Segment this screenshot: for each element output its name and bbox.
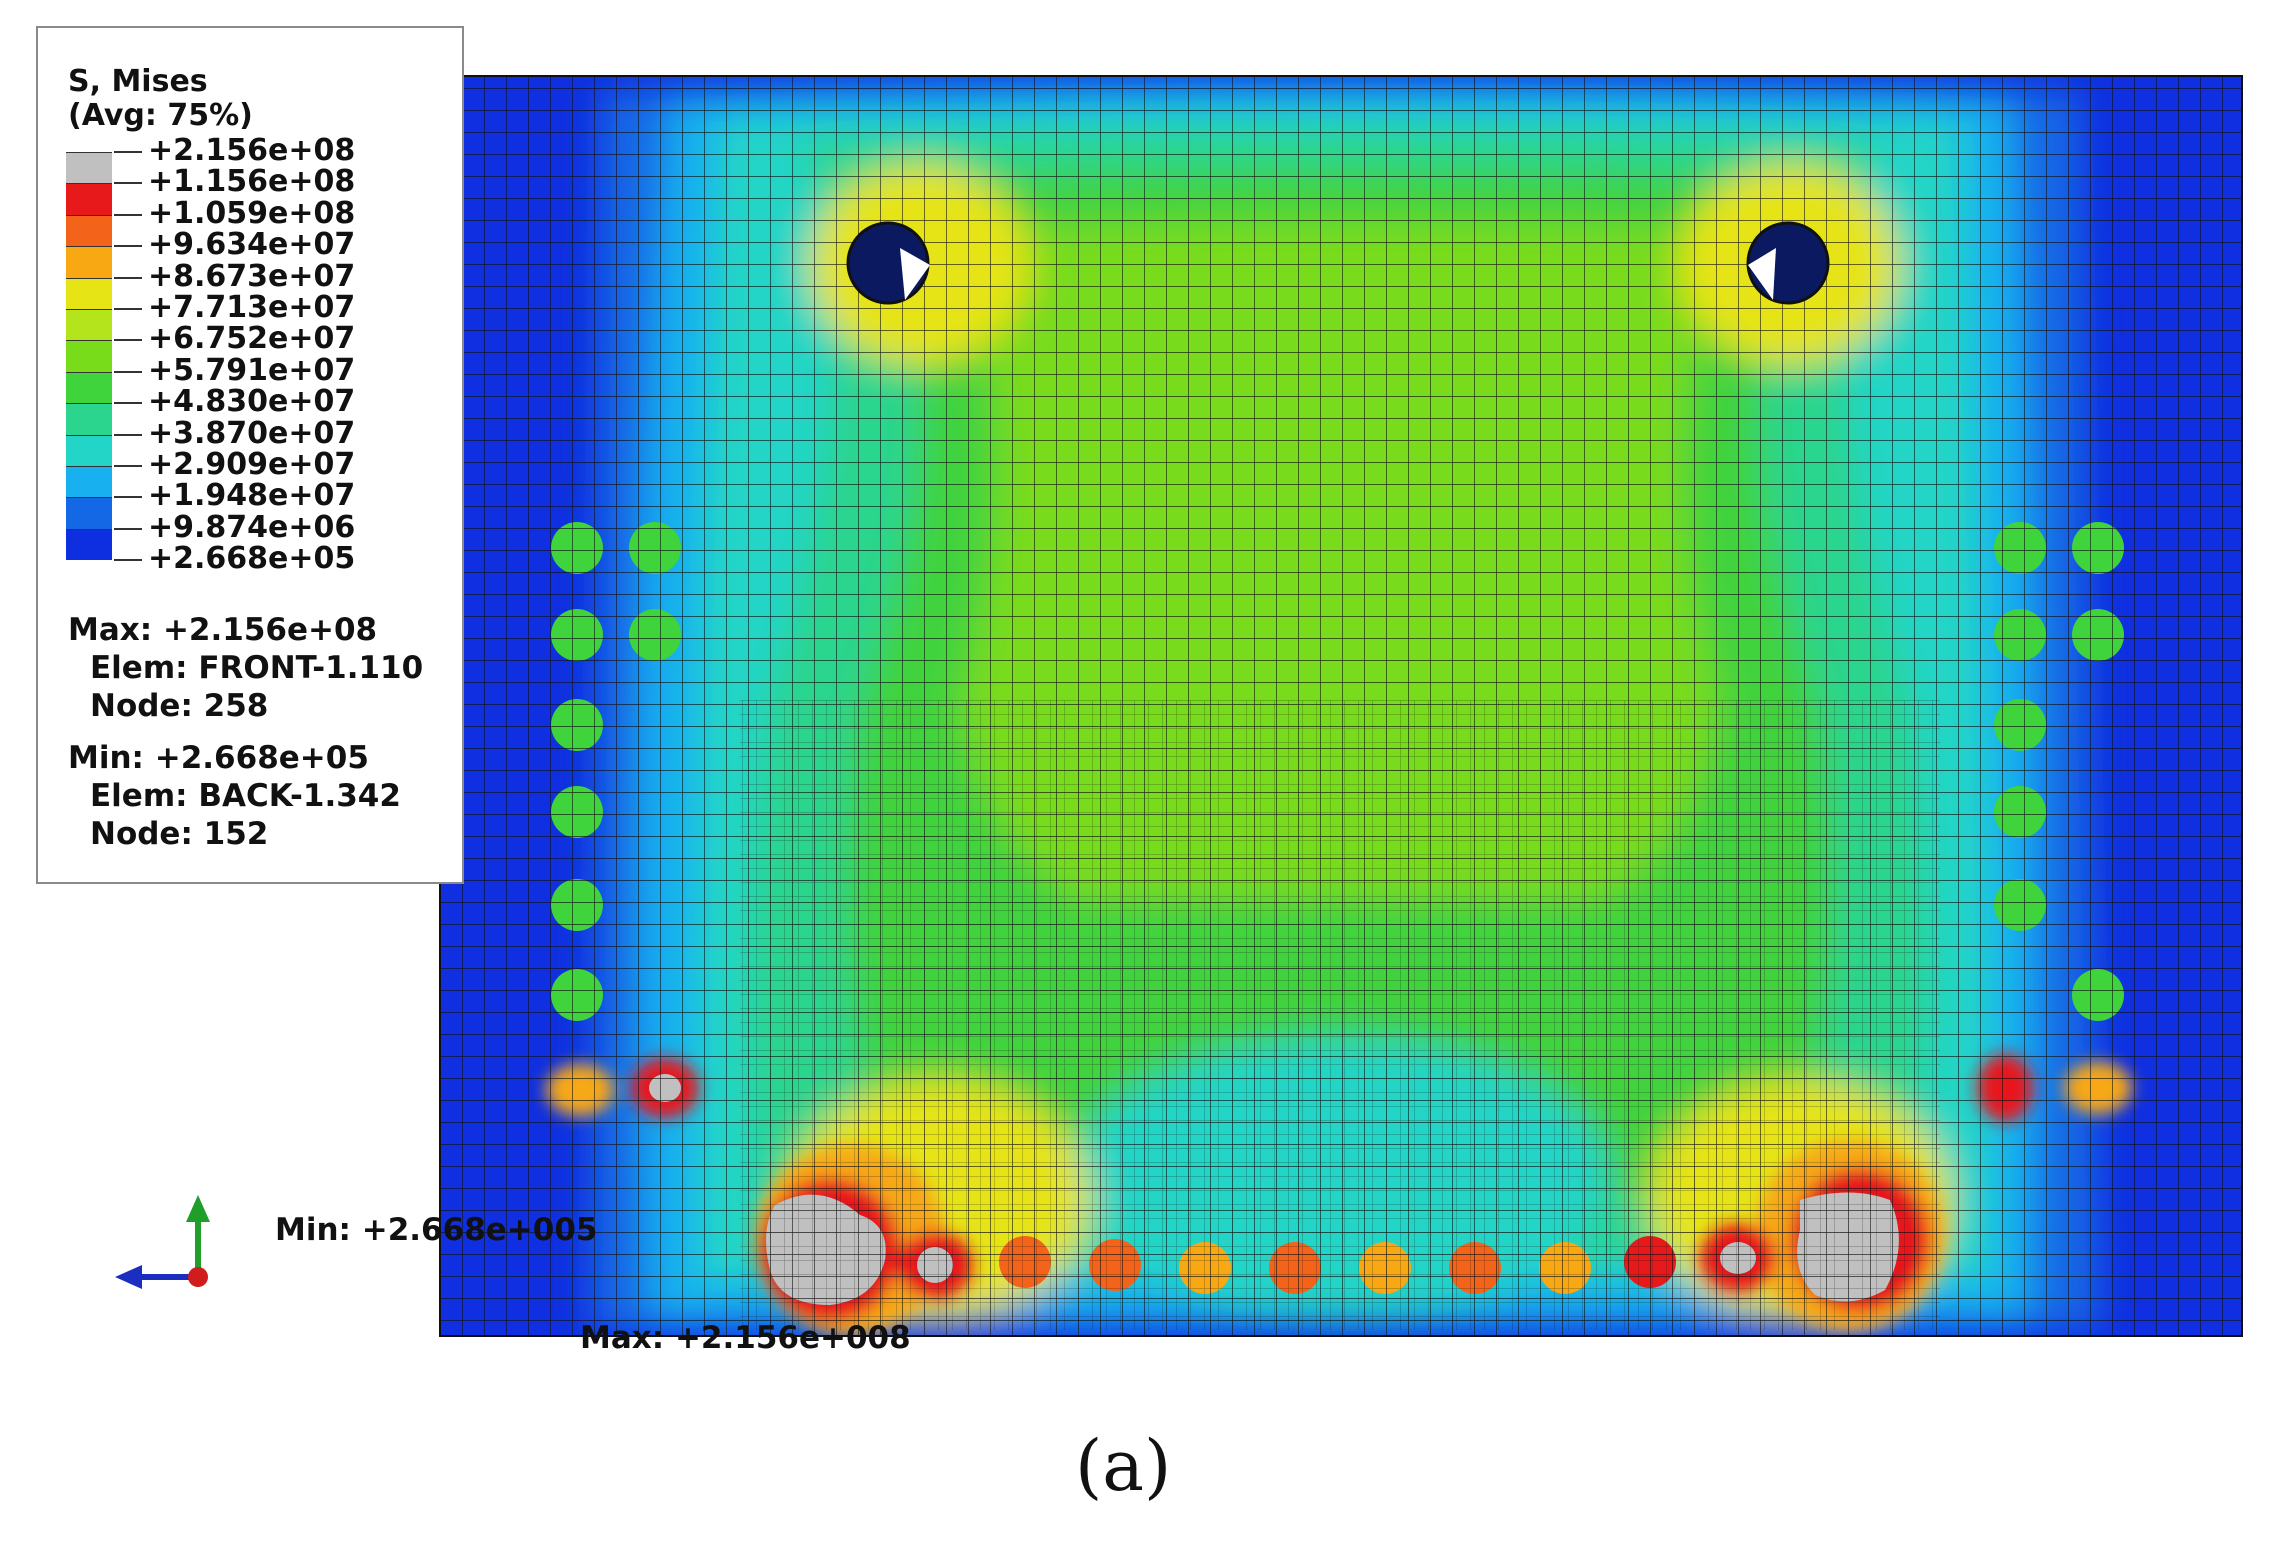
legend-swatch	[66, 246, 112, 278]
max-annotation: Max: +2.156e+008	[580, 1320, 911, 1356]
legend-tick-label: +1.059e+08	[148, 195, 356, 231]
max-label: Max: +2.156e+08	[68, 612, 378, 648]
legend-tick-label: +6.752e+07	[148, 321, 356, 357]
min-elem: Elem: BACK-1.342	[90, 778, 401, 814]
legend-tick-label: +4.830e+07	[148, 384, 356, 420]
legend-tick-mark	[114, 308, 142, 310]
legend-swatch	[66, 528, 112, 561]
legend-tick-label: +2.909e+07	[148, 447, 356, 482]
legend-subtitle: (Avg: 75%)	[68, 98, 253, 133]
upper-holes	[846, 221, 1830, 305]
legend-tick-label: +9.874e+06	[148, 509, 356, 545]
legend-tick-mark	[114, 559, 142, 562]
legend-panel: S, Mises (Avg: 75%) +2.156e+08 +1.156e+08…	[36, 26, 464, 884]
legend-tick-mark	[114, 276, 142, 279]
legend-swatch	[66, 340, 112, 372]
legend-tick-label: +2.156e+08	[148, 133, 356, 168]
min-annotation: Min: +2.668e+005	[275, 1212, 598, 1248]
min-node: Node: 152	[90, 816, 269, 852]
legend-tick-mark	[114, 339, 142, 342]
legend-swatch	[66, 309, 112, 341]
legend-tick-label: +1.948e+07	[148, 478, 356, 514]
max-node: Node: 258	[90, 688, 269, 724]
legend-swatch	[66, 277, 112, 309]
legend-tick-mark	[114, 213, 142, 216]
legend-tick-mark	[114, 245, 142, 248]
legend-tick-label: +9.634e+07	[148, 227, 356, 263]
min-label: Min: +2.668e+05	[68, 740, 369, 776]
legend-tick-label: +1.156e+08	[148, 164, 356, 200]
legend-tick-mark	[114, 433, 142, 436]
legend-swatch	[66, 183, 112, 215]
legend-tick-label: +2.668e+05	[148, 541, 356, 577]
legend-tick-label: +7.713e+07	[148, 290, 356, 325]
axis-triad-icon	[115, 1195, 210, 1289]
legend-tick-mark	[114, 465, 142, 467]
legend-tick-label: +5.791e+07	[148, 352, 356, 388]
legend-tick-mark	[114, 151, 142, 153]
legend-tick-label: +8.673e+07	[148, 258, 356, 294]
legend-swatch	[66, 434, 112, 466]
legend-swatch	[66, 497, 112, 529]
legend-swatch	[66, 403, 112, 435]
legend-tick-mark	[114, 370, 142, 373]
legend-tick-mark	[114, 527, 142, 530]
legend-tick-mark	[114, 182, 142, 185]
legend-swatch	[66, 466, 112, 498]
legend-tick-mark	[114, 496, 142, 499]
legend-swatch	[66, 152, 112, 184]
legend-swatch	[66, 371, 112, 404]
plate-contour	[440, 76, 2242, 1336]
legend-swatch	[66, 214, 112, 247]
legend-tick-label: +3.870e+07	[148, 415, 356, 451]
max-elem: Elem: FRONT-1.110	[90, 650, 424, 686]
figure-label: (a)	[1075, 1425, 1172, 1507]
legend-tick-mark	[114, 402, 142, 405]
legend-title: S, Mises	[68, 64, 208, 99]
